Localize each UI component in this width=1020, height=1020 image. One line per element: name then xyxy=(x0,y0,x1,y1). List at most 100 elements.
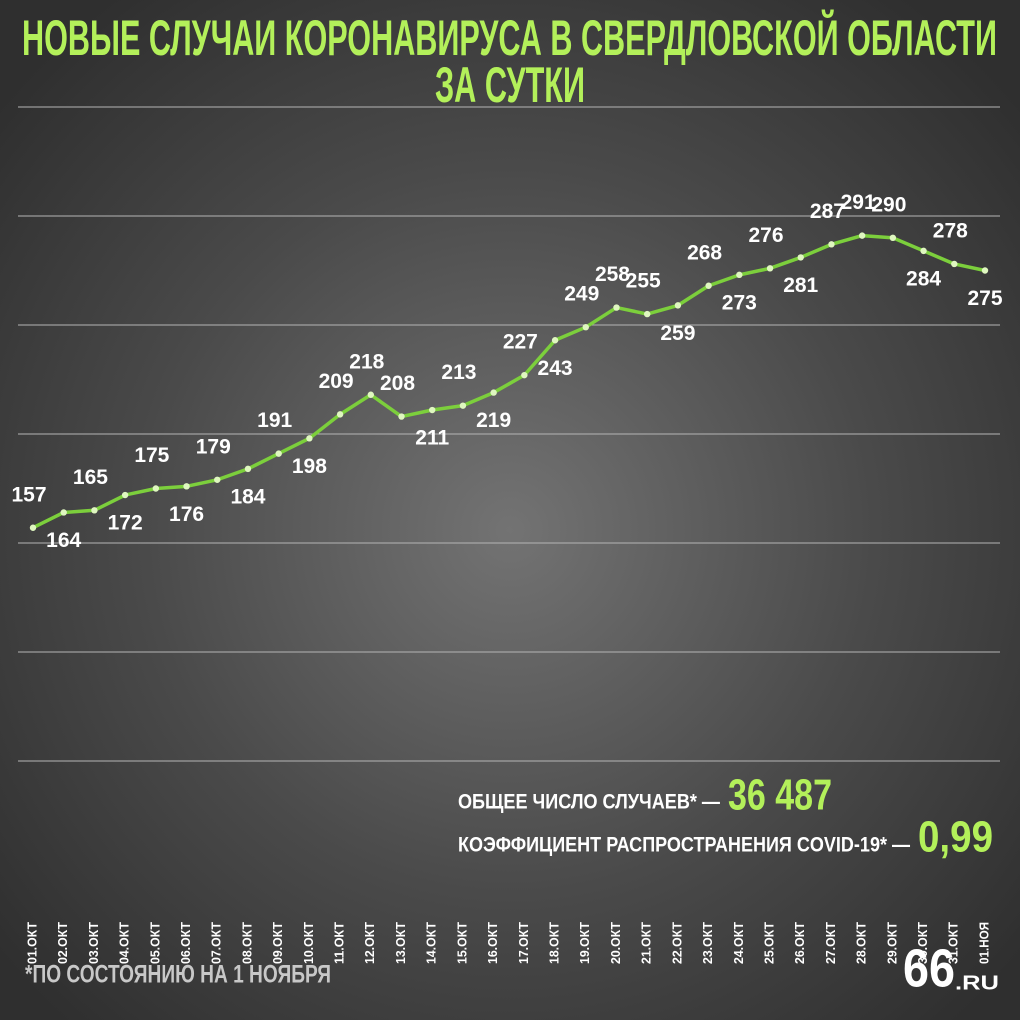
x-tick-label: 14.ОКТ xyxy=(424,922,439,964)
data-label: 227 xyxy=(503,331,538,354)
data-point xyxy=(336,411,344,418)
data-point xyxy=(766,265,774,272)
data-label: 290 xyxy=(871,193,906,216)
data-point xyxy=(275,450,282,457)
data-label: 275 xyxy=(967,287,1002,310)
data-point xyxy=(951,260,958,268)
data-label: 259 xyxy=(660,322,695,345)
x-tick-label: 09.ОКТ xyxy=(270,922,285,964)
x-tick-label: 26.ОКТ xyxy=(792,922,807,964)
x-tick-label: 11.ОКТ xyxy=(332,922,347,964)
x-tick-label: 08.ОКТ xyxy=(239,922,254,964)
x-tick-label: 01.НОЯ xyxy=(976,922,991,964)
x-tick-label: 15.ОКТ xyxy=(454,922,469,964)
data-point xyxy=(152,485,160,492)
data-label: 164 xyxy=(46,529,81,552)
data-point xyxy=(797,254,804,261)
x-tick-label: 30.ОКТ xyxy=(915,922,930,964)
data-label: 287 xyxy=(810,200,845,223)
x-tick-label: 13.ОКТ xyxy=(393,922,408,964)
data-point xyxy=(29,524,37,531)
data-label: 198 xyxy=(292,455,327,478)
x-tick-label: 24.ОКТ xyxy=(731,922,746,964)
chart-title: ЗА СУТКИ xyxy=(435,57,585,113)
data-point xyxy=(60,509,67,516)
data-label: 176 xyxy=(169,503,204,526)
data-label: 258 xyxy=(595,263,630,286)
data-label: 218 xyxy=(349,350,384,373)
x-tick-label: 01.ОКТ xyxy=(24,922,39,964)
annotation-value: 0,99 xyxy=(918,813,993,862)
data-point xyxy=(858,232,866,239)
x-tick-label: 10.ОКТ xyxy=(301,922,316,964)
data-label: 276 xyxy=(749,224,784,247)
footnote: *ПО СОСТОЯНИЮ НА 1 НОЯБРЯ xyxy=(25,961,331,989)
data-label: 213 xyxy=(441,361,476,384)
data-point xyxy=(490,389,497,396)
data-label: 268 xyxy=(687,241,722,264)
data-label: 172 xyxy=(108,512,143,535)
data-label: 249 xyxy=(564,283,599,306)
logo: 66 xyxy=(903,938,955,998)
x-tick-label: 18.ОКТ xyxy=(547,922,562,964)
data-point xyxy=(244,465,252,473)
x-tick-label: 07.ОКТ xyxy=(209,922,224,964)
data-label: 243 xyxy=(538,357,573,380)
data-point xyxy=(643,310,651,318)
x-tick-label: 19.ОКТ xyxy=(577,922,592,964)
data-label: 184 xyxy=(230,485,265,508)
x-tick-label: 12.ОКТ xyxy=(362,922,377,964)
data-point xyxy=(183,483,190,490)
x-tick-label: 04.ОКТ xyxy=(117,922,132,964)
data-point xyxy=(828,241,835,248)
data-label: 211 xyxy=(415,427,449,450)
x-tick-label: 28.ОКТ xyxy=(854,922,869,964)
chart-title: НОВЫЕ СЛУЧАИ КОРОНАВИРУСА В СВЕРДЛОВСКОЙ… xyxy=(22,9,997,66)
data-point xyxy=(429,406,436,414)
data-point xyxy=(121,491,129,499)
data-point xyxy=(367,391,375,398)
data-point xyxy=(521,371,528,379)
data-point xyxy=(306,435,313,442)
x-tick-label: 29.ОКТ xyxy=(884,922,899,964)
logo: .RU xyxy=(955,972,999,994)
data-label: 175 xyxy=(134,444,169,467)
data-label: 165 xyxy=(73,466,108,489)
data-label: 255 xyxy=(626,270,661,293)
data-label: 179 xyxy=(196,435,231,458)
data-label: 273 xyxy=(722,291,757,314)
data-label: 208 xyxy=(380,372,415,395)
data-point xyxy=(981,267,989,274)
data-point xyxy=(91,507,98,514)
x-tick-label: 23.ОКТ xyxy=(700,922,715,964)
data-point xyxy=(920,247,927,255)
annotation-value: 36 487 xyxy=(728,771,832,820)
data-label: 281 xyxy=(783,274,818,297)
data-point xyxy=(613,304,620,311)
data-point xyxy=(459,402,467,409)
data-label: 291 xyxy=(841,191,876,214)
x-tick-label: 03.ОКТ xyxy=(86,922,101,964)
data-point xyxy=(582,323,589,331)
data-point xyxy=(214,476,221,483)
x-tick-label: 27.ОКТ xyxy=(823,922,838,964)
annotation-label: ОБЩЕЕ ЧИСЛО СЛУЧАЕВ* — xyxy=(458,791,720,814)
data-point xyxy=(736,271,743,279)
data-label: 219 xyxy=(476,409,511,432)
data-point xyxy=(398,413,405,420)
x-tick-label: 17.ОКТ xyxy=(516,922,531,964)
x-tick-label: 02.ОКТ xyxy=(55,922,70,964)
x-tick-label: 22.ОКТ xyxy=(669,922,684,964)
data-label: 157 xyxy=(11,483,46,506)
x-tick-label: 31.ОКТ xyxy=(946,922,961,964)
x-tick-label: 05.ОКТ xyxy=(147,922,162,964)
data-label: 278 xyxy=(933,220,968,243)
data-label: 191 xyxy=(257,409,292,432)
x-tick-label: 21.ОКТ xyxy=(639,922,654,964)
data-label: 284 xyxy=(906,267,941,290)
x-tick-label: 25.ОКТ xyxy=(761,922,776,964)
x-tick-label: 20.ОКТ xyxy=(608,922,623,964)
